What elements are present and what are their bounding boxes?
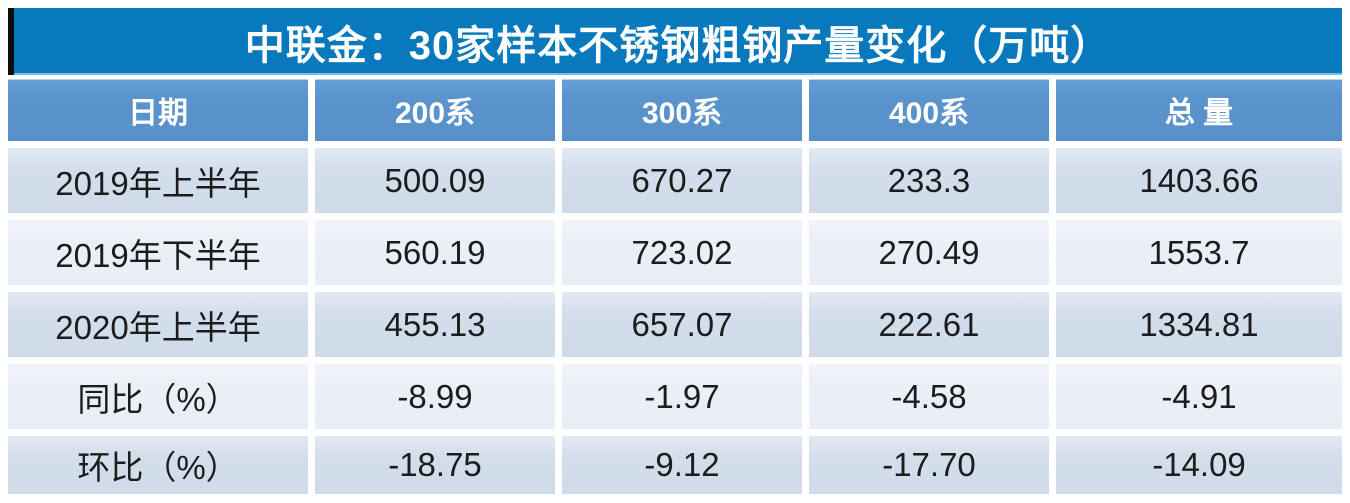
row-label: 2020年上半年 (8, 292, 308, 357)
table-cell: 455.13 (315, 292, 555, 357)
table-cell: -8.99 (315, 364, 555, 429)
column-header-400-series: 400系 (809, 79, 1049, 141)
row-label: 同比（%） (8, 364, 308, 429)
table-cell: -1.97 (562, 364, 802, 429)
table-cell: 1403.66 (1056, 148, 1342, 213)
table-cell: -4.58 (809, 364, 1049, 429)
table-cell: 670.27 (562, 148, 802, 213)
table-cell: 657.07 (562, 292, 802, 357)
column-header-300-series: 300系 (562, 79, 802, 141)
column-header-200-series: 200系 (315, 79, 555, 141)
table-cell: 233.3 (809, 148, 1049, 213)
table-cell: 723.02 (562, 220, 802, 285)
column-header-date: 日期 (8, 79, 308, 141)
data-table: 日期 200系 300系 400系 总 量 2019年上半年 500.09 67… (8, 79, 1342, 494)
column-header-total: 总 量 (1056, 79, 1342, 141)
table-cell: -9.12 (562, 436, 802, 494)
table-cell: -14.09 (1056, 436, 1342, 494)
table-cell: 560.19 (315, 220, 555, 285)
table-title-bar: 中联金：30家样本不锈钢粗钢产量变化（万吨） (8, 8, 1342, 75)
table-cell: -18.75 (315, 436, 555, 494)
row-label: 2019年上半年 (8, 148, 308, 213)
table-cell: 1553.7 (1056, 220, 1342, 285)
table-cell: 500.09 (315, 148, 555, 213)
table-cell: -4.91 (1056, 364, 1342, 429)
row-label: 环比（%） (8, 436, 308, 494)
table-title: 中联金：30家样本不锈钢粗钢产量变化（万吨） (244, 23, 1112, 68)
table-cell: 1334.81 (1056, 292, 1342, 357)
table-cell: 270.49 (809, 220, 1049, 285)
row-label: 2019年下半年 (8, 220, 308, 285)
table-cell: -17.70 (809, 436, 1049, 494)
table-cell: 222.61 (809, 292, 1049, 357)
